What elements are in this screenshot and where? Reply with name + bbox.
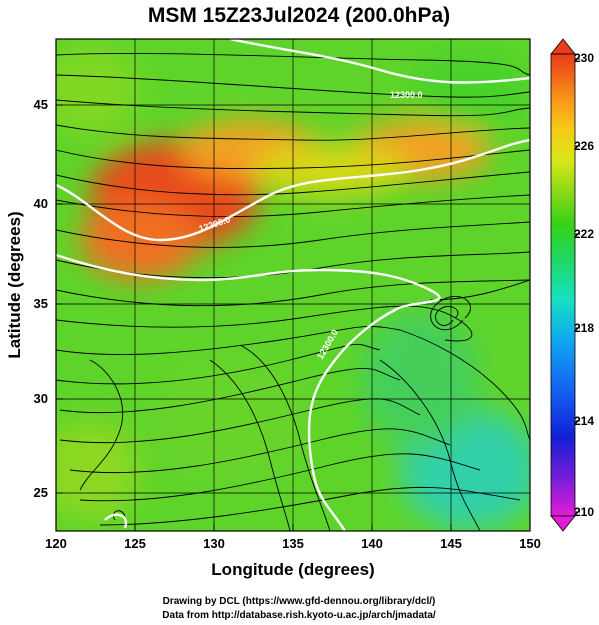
colorbar-tick-label: 214 bbox=[574, 414, 594, 428]
colorbar-tick-label: 222 bbox=[574, 227, 594, 241]
x-axis-label: Longitude (degrees) bbox=[211, 560, 374, 579]
y-tick-label: 30 bbox=[34, 391, 48, 406]
x-tick-label: 135 bbox=[282, 536, 304, 551]
plot-title: MSM 15Z23Jul2024 (200.0hPa) bbox=[148, 4, 450, 27]
credit-line-1: Drawing by DCL (https://www.gfd-dennou.o… bbox=[163, 596, 436, 607]
colorbar-tick-label: 210 bbox=[574, 505, 594, 519]
y-axis-label: Latitude (degrees) bbox=[5, 211, 24, 358]
colorbar-tick-label: 230 bbox=[574, 51, 594, 65]
x-tick-label: 150 bbox=[519, 536, 541, 551]
colorbar-tick-label: 218 bbox=[574, 321, 594, 335]
colorbar: 230 226 222 218 214 210 bbox=[550, 38, 594, 532]
x-tick-label: 140 bbox=[361, 536, 383, 551]
x-tick-label: 130 bbox=[203, 536, 225, 551]
y-tick-label: 35 bbox=[34, 296, 48, 311]
contour-label: 12300.0 bbox=[390, 90, 423, 100]
colorbar-tick-label: 226 bbox=[574, 139, 594, 153]
credit-line-2: Data from http://database.rish.kyoto-u.a… bbox=[162, 610, 436, 621]
grid bbox=[56, 39, 530, 531]
y-tick-label: 40 bbox=[34, 196, 48, 211]
streamlines bbox=[56, 52, 530, 531]
y-tick-labels: 25 30 35 40 45 bbox=[34, 97, 48, 500]
colorbar-top-arrow bbox=[550, 38, 576, 55]
x-tick-label: 125 bbox=[124, 536, 146, 551]
y-tick-label: 45 bbox=[34, 97, 48, 112]
x-tick-labels: 120 125 130 135 140 145 150 bbox=[45, 536, 541, 551]
x-tick-label: 145 bbox=[440, 536, 462, 551]
y-tick-label: 25 bbox=[34, 485, 48, 500]
colorbar-body bbox=[550, 53, 576, 517]
height-contours bbox=[56, 39, 530, 531]
colorbar-bottom-arrow bbox=[550, 515, 576, 532]
axis-ticks bbox=[55, 104, 531, 531]
x-tick-label: 120 bbox=[45, 536, 67, 551]
map-plot bbox=[56, 39, 530, 531]
